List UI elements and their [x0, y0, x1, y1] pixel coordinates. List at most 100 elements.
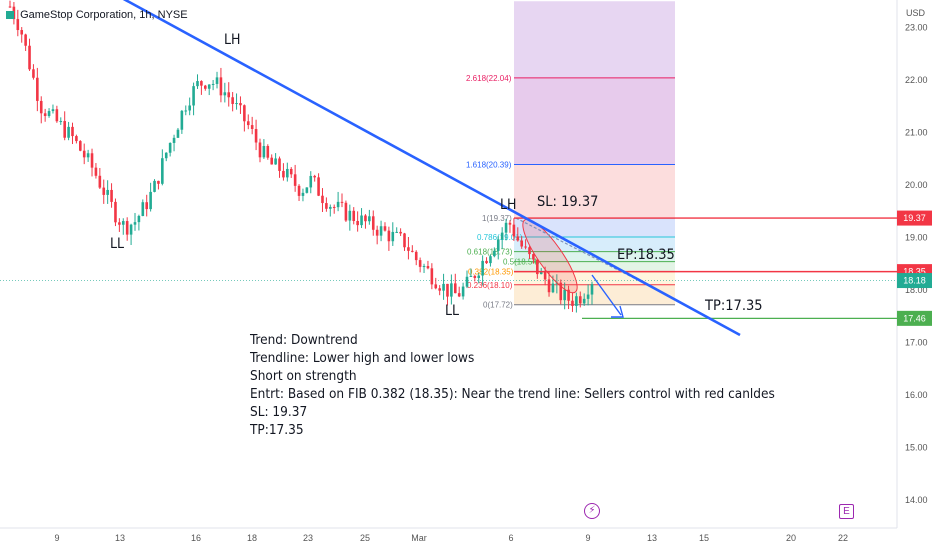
earnings-icon[interactable]: E [839, 504, 854, 519]
candle-body [24, 34, 27, 46]
note-line: Trendline: Lower high and lower lows [250, 350, 475, 366]
candle-body [391, 231, 395, 242]
candle-body [528, 247, 531, 255]
candle-body [508, 222, 512, 225]
note-line: Entrt: Based on FIB 0.382 (18.35): Near … [250, 386, 775, 402]
fib-level-label: 0.618(18.73) [467, 248, 513, 257]
candle-body [465, 276, 469, 287]
short-arrow-head [611, 305, 624, 318]
candle-body [63, 121, 66, 138]
candle-body [278, 158, 281, 171]
take-profit-label: TP:17.35 [705, 298, 763, 314]
candle-body [55, 109, 59, 122]
candle-body [407, 247, 410, 251]
candle-body [270, 157, 274, 165]
candle-body [547, 279, 551, 293]
candle-body [211, 83, 215, 85]
price-tag-label: 18.35 [903, 267, 926, 277]
status-dot [6, 11, 14, 20]
candle-body [328, 206, 332, 209]
fib-zone [514, 236, 675, 252]
fib-level-label: 2.618(22.04) [466, 74, 512, 83]
candle-body [258, 142, 262, 158]
candle-body [282, 170, 285, 178]
time-tick-label: 13 [647, 533, 657, 543]
candle-body [403, 233, 406, 248]
candle-body [262, 146, 266, 158]
candle-body [411, 250, 414, 252]
candle-body [39, 100, 43, 114]
candle-body [125, 221, 129, 235]
price-tick-label: 14.00 [905, 495, 928, 505]
candle-body [164, 152, 168, 159]
symbol-title: GameStop Corporation, 1h, NYSE [6, 9, 188, 21]
price-tick-label: 17.00 [905, 338, 928, 348]
candle-body [571, 300, 574, 306]
candle-body [43, 113, 47, 116]
candle-body [51, 109, 55, 112]
price-tick-label: 21.00 [905, 128, 928, 138]
candle-body [379, 226, 383, 236]
candle-body [371, 216, 375, 230]
candle-body [348, 210, 352, 221]
stop-loss-label: SL: 19.37 [537, 194, 599, 210]
candle-body [188, 105, 191, 111]
candle-body [121, 221, 125, 225]
candle-body [453, 283, 457, 294]
fib-zone [514, 1, 675, 78]
candle-body [102, 187, 106, 195]
candle-body [438, 288, 441, 291]
time-tick-label: 9 [54, 533, 59, 543]
candle-body [551, 283, 555, 293]
candle-body [172, 137, 176, 143]
candle-body [114, 201, 117, 223]
candles [8, 0, 594, 313]
candle-body [145, 202, 149, 210]
time-tick-label: 20 [786, 533, 796, 543]
note-line: Short on strength [250, 368, 357, 384]
candle-body [340, 201, 344, 203]
time-tick-label: 9 [585, 533, 590, 543]
candle-body [82, 150, 86, 158]
candle-body [90, 153, 94, 168]
time-tick-label: 16 [191, 533, 201, 543]
time-tick-label: 22 [838, 533, 848, 543]
candle-body [368, 216, 371, 222]
time-tick-label: 6 [508, 533, 513, 543]
candle-body [67, 126, 70, 138]
candle-body [469, 275, 473, 277]
time-tick-label: 18 [247, 533, 257, 543]
candle-body [243, 105, 246, 122]
candle-body [504, 222, 508, 233]
candle-body [157, 180, 160, 184]
fib-zone [514, 77, 675, 165]
price-tag [897, 210, 932, 226]
fib-level-label: 1.618(20.39) [466, 161, 512, 170]
candle-body [254, 128, 258, 143]
time-tick-label: 23 [303, 533, 313, 543]
lightning-icon[interactable]: ⚡ [584, 503, 600, 519]
fib-zone [514, 261, 675, 272]
candle-body [204, 85, 207, 89]
candle-body [360, 215, 363, 226]
candle-body [207, 84, 211, 89]
candle-body [344, 202, 348, 221]
candle-body [446, 283, 449, 297]
price-tag-label: 19.37 [903, 213, 926, 223]
candle-body [473, 275, 477, 279]
candle-body [200, 81, 203, 86]
candle-body [235, 103, 238, 105]
candle-body [567, 289, 570, 301]
candle-body [110, 189, 113, 202]
price-tag-label: 18.18 [903, 276, 926, 286]
candle-body [274, 158, 277, 165]
candle-body [399, 231, 402, 234]
candle-body [71, 126, 74, 137]
candle-body [332, 206, 336, 208]
candle-body [496, 239, 500, 251]
candle-body [36, 77, 39, 101]
price-tick-label: 16.00 [905, 390, 928, 400]
candle-body [75, 136, 78, 142]
candle-body [286, 168, 289, 178]
